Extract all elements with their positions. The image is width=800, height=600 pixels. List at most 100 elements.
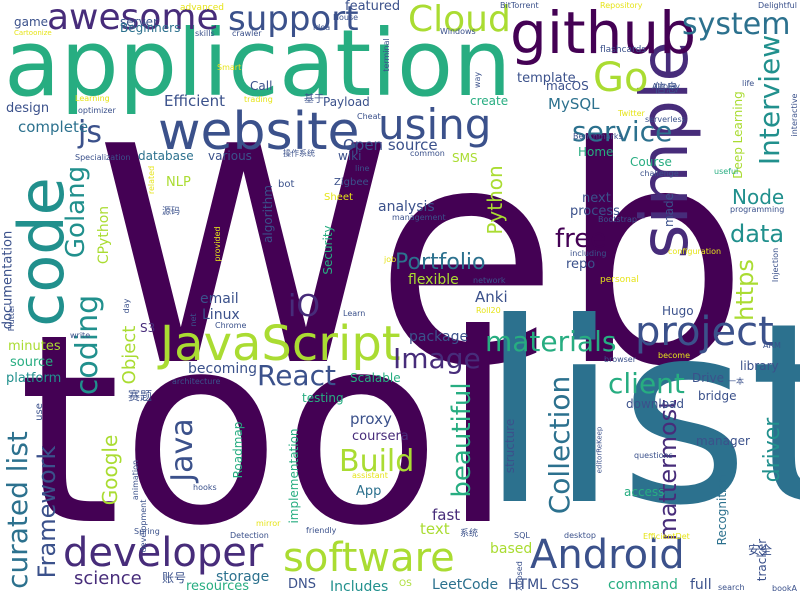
word: challenge	[640, 169, 679, 178]
word: provided	[213, 226, 222, 262]
word: Cloud	[408, 0, 511, 40]
word: coursera	[352, 429, 409, 444]
word: proxy	[350, 410, 392, 428]
word: programming	[730, 205, 785, 214]
word: command	[608, 577, 678, 593]
word: job	[384, 255, 397, 264]
word: Xposed	[515, 561, 524, 591]
word: 系统	[460, 529, 479, 539]
word: HTML CSS	[508, 577, 579, 593]
word: js	[78, 115, 102, 150]
word: data	[730, 220, 785, 248]
word: various	[208, 149, 252, 163]
word: idea	[313, 23, 331, 32]
word: flexible	[408, 272, 459, 288]
word: fast	[432, 506, 461, 524]
word: made	[662, 192, 676, 228]
word: github	[510, 0, 697, 67]
word: assistant	[352, 471, 388, 480]
word: questions	[634, 451, 673, 460]
word: Learn	[343, 309, 366, 318]
word: structure	[503, 418, 517, 474]
word: Java	[165, 418, 200, 482]
word: EfficientDet	[643, 532, 690, 541]
word: Spring	[134, 527, 160, 536]
word: trading	[244, 95, 273, 104]
word: download	[626, 397, 685, 411]
word: next	[582, 191, 611, 206]
word: line	[355, 164, 370, 173]
word: complete	[18, 118, 89, 136]
word: React	[257, 359, 336, 392]
word: House	[333, 13, 359, 22]
word: browser	[604, 355, 637, 364]
word: editorReKeep	[595, 426, 604, 474]
word: system	[682, 7, 791, 42]
word: NLP	[166, 175, 191, 190]
word: become	[658, 351, 691, 360]
word: featured	[345, 0, 401, 14]
word: net	[189, 313, 198, 327]
word: Python	[483, 165, 507, 235]
word: 源码	[162, 207, 181, 217]
word: text	[420, 520, 450, 538]
word: Scalable	[350, 371, 401, 385]
word: Repository	[600, 1, 643, 10]
word: optimizer	[78, 106, 116, 115]
word: 信息	[654, 81, 679, 95]
word: serverless	[645, 115, 686, 124]
word: manager	[696, 434, 750, 448]
word: game	[14, 15, 49, 29]
word: template	[517, 71, 576, 86]
word: BitTorrent	[500, 1, 539, 10]
word: 赛题	[128, 389, 153, 403]
word: network	[473, 276, 506, 285]
word: design	[6, 101, 50, 116]
word: client	[608, 367, 685, 400]
word: Hugo	[662, 304, 694, 318]
word: mirror	[256, 519, 281, 528]
word: 一本	[728, 377, 744, 386]
word: Anki	[475, 288, 508, 306]
word: application	[4, 10, 512, 117]
word: Chrome	[215, 321, 247, 330]
word: coding	[70, 294, 105, 396]
word: SMS	[452, 151, 478, 165]
word: library	[740, 359, 779, 373]
word: Drive	[692, 371, 724, 385]
word: developer	[63, 530, 264, 576]
word: science	[74, 568, 142, 589]
word: related	[147, 165, 156, 195]
word: becoming	[188, 361, 258, 377]
word: development	[139, 499, 148, 553]
word: skills	[195, 29, 215, 38]
word: testing	[302, 391, 344, 405]
word: bridge	[698, 389, 737, 403]
word: algorithm	[261, 185, 275, 243]
word: server	[120, 15, 158, 29]
word: write	[70, 331, 91, 340]
word: CPython	[96, 205, 112, 265]
word: MySQL	[548, 95, 600, 113]
word: Portfolio	[395, 250, 486, 275]
word: management	[392, 213, 446, 222]
word: repo	[566, 257, 596, 272]
word: useful	[714, 167, 739, 176]
word: using	[378, 100, 492, 149]
word: Home	[578, 145, 614, 159]
word: Deep Learning	[731, 91, 745, 179]
word: tool	[18, 278, 515, 583]
word: OS	[399, 579, 412, 589]
word: storage	[216, 569, 270, 585]
word: LeetCode	[432, 577, 499, 593]
word: access	[624, 485, 665, 499]
word: project	[635, 309, 774, 355]
word: SQL	[514, 531, 530, 540]
word: Delightful	[758, 1, 797, 10]
word: Smart	[217, 63, 242, 72]
word: friendly	[306, 526, 337, 535]
word: desktop	[564, 531, 596, 540]
word: configuration	[668, 247, 722, 256]
word: analysis	[378, 199, 435, 215]
